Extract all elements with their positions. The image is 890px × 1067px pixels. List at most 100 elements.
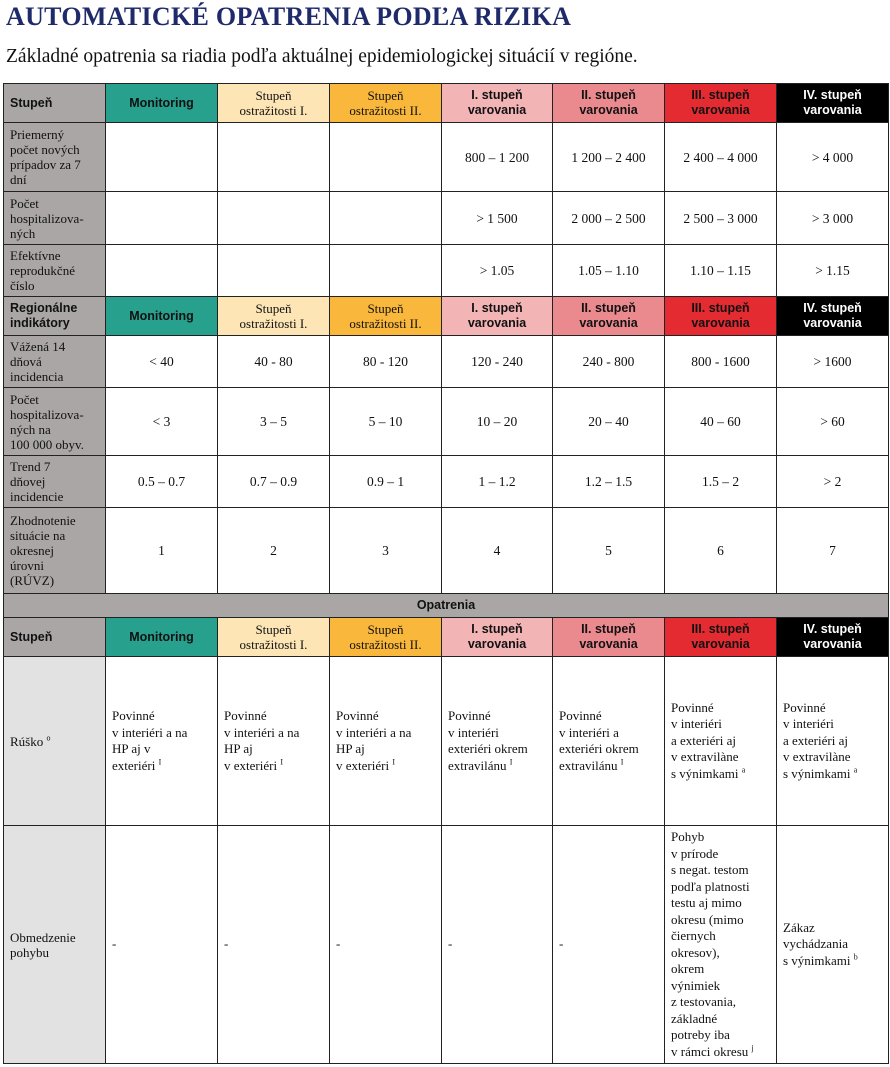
measure-cell: Zákaz vychádzania s výnimkami b xyxy=(776,825,889,1064)
text-line: Stupeň xyxy=(367,301,404,316)
text-line: varovania xyxy=(467,316,527,330)
text-line: s negat. testom xyxy=(671,862,749,877)
text-line: Počet xyxy=(10,391,39,407)
text-line: hospitalizova- xyxy=(10,210,84,226)
indicator-value xyxy=(217,191,330,245)
text-line: s výnimkami xyxy=(783,765,851,781)
indicator-value xyxy=(105,191,218,245)
text-line: II. stupeň xyxy=(581,301,636,315)
indicator-value: > 2 xyxy=(776,455,889,508)
text-line: vychádzania xyxy=(783,936,848,952)
footnote-marker: I xyxy=(392,757,395,767)
measure-cell: - xyxy=(441,825,553,1064)
text-line: okresov), xyxy=(671,944,720,960)
indicator-value: 5 xyxy=(552,507,665,594)
indicator-value: 40 – 60 xyxy=(664,387,777,456)
text-line: indikátory xyxy=(10,316,70,330)
text-line: I. stupeň xyxy=(471,301,523,315)
text-line: - xyxy=(559,936,564,952)
text-line: - xyxy=(224,936,229,952)
indicator-value xyxy=(105,122,218,192)
measure-cell: Pohyb v prírode s negat. testom podľa platn… xyxy=(664,825,777,1064)
page-subtitle: Základné opatrenia sa riadia podľa aktuá… xyxy=(6,46,638,67)
text-line: ostražitosti II. xyxy=(349,637,422,652)
header-label: Stupeň xyxy=(3,617,106,657)
footnote-marker: b xyxy=(853,952,858,962)
text-line: Povinné xyxy=(671,699,714,715)
text-line: HP aj xyxy=(336,741,365,756)
measure-cell: Povinné v interiéri a na HP aj v exteriéri … xyxy=(105,656,218,826)
text-line: číslo xyxy=(10,278,35,293)
text-line: počet nových xyxy=(10,142,80,157)
text-line: Trend 7 xyxy=(10,459,51,474)
indicator-value: 240 - 800 xyxy=(552,335,665,388)
indicator-value: > 1 500 xyxy=(441,191,553,245)
text-line: Stupeň xyxy=(255,622,292,637)
text-line: Zákaz xyxy=(783,919,815,935)
text-line: Povinné xyxy=(448,708,491,723)
text-line: HP aj xyxy=(224,741,253,756)
text-line: reprodukčné xyxy=(10,263,75,278)
level-varovanie-4: IV. stupeň varovania xyxy=(776,83,889,123)
text-line: - xyxy=(448,936,453,952)
text-line: v interiéri a na xyxy=(336,724,412,740)
level-ostrazitost-2: Stupeň ostražitosti II. xyxy=(329,296,442,336)
text-line: okresnej xyxy=(10,543,55,558)
text-line: ných xyxy=(10,225,36,241)
indicator-value: 40 - 80 xyxy=(217,335,330,388)
level-varovanie-4: IV. stupeň varovania xyxy=(776,296,889,336)
text-line: Povinné xyxy=(559,708,602,723)
measure-cell: - xyxy=(105,825,218,1064)
text-line: výnimiek xyxy=(671,977,721,993)
footnote-marker: a xyxy=(741,765,746,775)
footnote-marker: I xyxy=(509,757,513,767)
text-line: v extravilàne xyxy=(783,749,851,765)
indicator-label: Zhodnotenie situácie na okresnej úrovni (RÚV… xyxy=(3,507,106,594)
text-line: Priemerný xyxy=(10,127,65,142)
level-ostrazitost-2: Stupeň ostražitosti II. xyxy=(329,83,442,123)
level-varovanie-3: III. stupeň varovania xyxy=(664,83,777,123)
text-line: varovania xyxy=(579,316,638,330)
text-line: varovania xyxy=(691,103,750,117)
indicator-row: Vážená 14 dňová incidencia < 40 40 - 80 80 - … xyxy=(3,335,889,388)
measures-section: Opatrenia Stupeň Monitoring Stupeň ostražit… xyxy=(3,593,889,1064)
text-line: v interiéri a na xyxy=(112,724,188,740)
text-line: exteriéri okrem xyxy=(448,741,528,756)
indicator-value: 120 - 240 xyxy=(441,335,553,388)
indicator-value xyxy=(217,122,330,192)
text-line: IV. stupeň xyxy=(803,88,862,102)
text-line: incidencia xyxy=(10,369,64,384)
text-line: HP aj v xyxy=(112,741,151,756)
measure-cell: Povinné v interiéri a na HP aj v exteriéri … xyxy=(329,656,442,826)
measure-cell: Povinné v interiéri a exteriéri aj v extrav… xyxy=(664,656,777,826)
text-line: Zhodnotenie xyxy=(10,513,76,528)
text-line: extravilánu xyxy=(448,757,507,773)
indicator-value: 1 – 1.2 xyxy=(441,455,553,508)
indicator-value: 1 200 – 2 400 xyxy=(552,122,665,192)
text-line: ostražitosti I. xyxy=(239,637,308,652)
indicator-label: Trend 7 dňovej incidencie xyxy=(3,455,106,508)
indicator-value: 1.2 – 1.5 xyxy=(552,455,665,508)
text-line: Stupeň xyxy=(367,622,404,637)
indicator-value: > 4 000 xyxy=(776,122,889,192)
text-line: podľa platnosti xyxy=(671,878,750,894)
indicator-value xyxy=(329,122,442,192)
text-line: III. stupeň xyxy=(691,88,750,102)
indicator-value: > 3 000 xyxy=(776,191,889,245)
level-monitoring: Monitoring xyxy=(105,617,218,657)
text-line: III. stupeň xyxy=(691,622,750,636)
text-line: dňovej xyxy=(10,474,46,489)
footnote-marker: j xyxy=(751,1043,754,1053)
indicator-value: 0.9 – 1 xyxy=(329,455,442,508)
text-line: varovania xyxy=(691,637,750,651)
indicator-value: 80 - 120 xyxy=(329,335,442,388)
level-varovanie-1: I. stupeň varovania xyxy=(441,617,553,657)
text-line: - xyxy=(112,936,117,952)
text-line: úrovni xyxy=(10,558,44,573)
text-line: Povinné xyxy=(336,708,379,723)
text-line: ostražitosti II. xyxy=(349,316,422,331)
indicator-row: Počet hospitalizova-ných na 100 000 obyv. <… xyxy=(3,387,889,456)
text-line: Efektívne xyxy=(10,248,61,263)
indicator-row: Trend 7 dňovej incidencie 0.5 – 0.7 0.7 – 0.… xyxy=(3,455,889,508)
level-monitoring: Monitoring xyxy=(105,296,218,336)
